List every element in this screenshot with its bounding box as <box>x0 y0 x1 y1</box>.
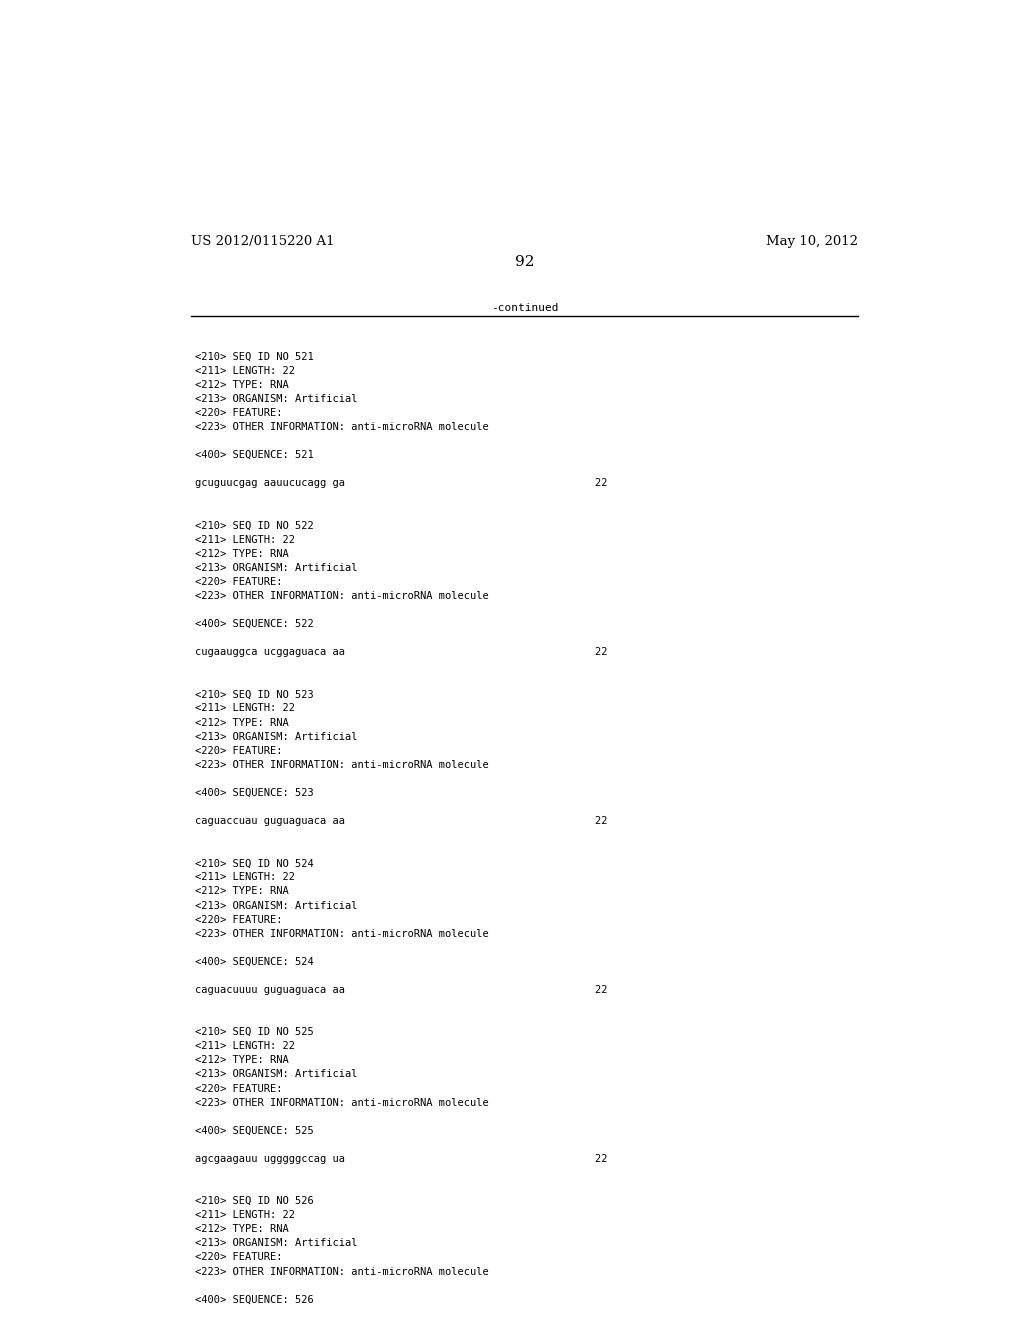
Text: <223> OTHER INFORMATION: anti-microRNA molecule: <223> OTHER INFORMATION: anti-microRNA m… <box>196 591 489 601</box>
Text: <212> TYPE: RNA: <212> TYPE: RNA <box>196 887 289 896</box>
Text: <400> SEQUENCE: 524: <400> SEQUENCE: 524 <box>196 957 314 966</box>
Text: <220> FEATURE:: <220> FEATURE: <box>196 1253 283 1262</box>
Text: <223> OTHER INFORMATION: anti-microRNA molecule: <223> OTHER INFORMATION: anti-microRNA m… <box>196 1098 489 1107</box>
Text: <211> LENGTH: 22: <211> LENGTH: 22 <box>196 704 296 713</box>
Text: <210> SEQ ID NO 526: <210> SEQ ID NO 526 <box>196 1196 314 1206</box>
Text: agcgaagauu ugggggccag ua                                        22: agcgaagauu ugggggccag ua 22 <box>196 1154 608 1164</box>
Text: <400> SEQUENCE: 522: <400> SEQUENCE: 522 <box>196 619 314 630</box>
Text: <223> OTHER INFORMATION: anti-microRNA molecule: <223> OTHER INFORMATION: anti-microRNA m… <box>196 760 489 770</box>
Text: <223> OTHER INFORMATION: anti-microRNA molecule: <223> OTHER INFORMATION: anti-microRNA m… <box>196 1266 489 1276</box>
Text: US 2012/0115220 A1: US 2012/0115220 A1 <box>191 235 335 248</box>
Text: cugaauggca ucggaguaca aa                                        22: cugaauggca ucggaguaca aa 22 <box>196 647 608 657</box>
Text: <212> TYPE: RNA: <212> TYPE: RNA <box>196 1224 289 1234</box>
Text: <223> OTHER INFORMATION: anti-microRNA molecule: <223> OTHER INFORMATION: anti-microRNA m… <box>196 929 489 939</box>
Text: <212> TYPE: RNA: <212> TYPE: RNA <box>196 549 289 558</box>
Text: <211> LENGTH: 22: <211> LENGTH: 22 <box>196 1210 296 1220</box>
Text: <213> ORGANISM: Artificial: <213> ORGANISM: Artificial <box>196 1238 358 1249</box>
Text: gcuguucgag aauucucagg ga                                        22: gcuguucgag aauucucagg ga 22 <box>196 478 608 488</box>
Text: <213> ORGANISM: Artificial: <213> ORGANISM: Artificial <box>196 731 358 742</box>
Text: <210> SEQ ID NO 521: <210> SEQ ID NO 521 <box>196 351 314 362</box>
Text: <223> OTHER INFORMATION: anti-microRNA molecule: <223> OTHER INFORMATION: anti-microRNA m… <box>196 422 489 432</box>
Text: <211> LENGTH: 22: <211> LENGTH: 22 <box>196 1041 296 1051</box>
Text: <400> SEQUENCE: 525: <400> SEQUENCE: 525 <box>196 1126 314 1135</box>
Text: caguaccuau guguaguaca aa                                        22: caguaccuau guguaguaca aa 22 <box>196 816 608 826</box>
Text: <210> SEQ ID NO 522: <210> SEQ ID NO 522 <box>196 520 314 531</box>
Text: <220> FEATURE:: <220> FEATURE: <box>196 408 283 418</box>
Text: <400> SEQUENCE: 523: <400> SEQUENCE: 523 <box>196 788 314 797</box>
Text: <213> ORGANISM: Artificial: <213> ORGANISM: Artificial <box>196 562 358 573</box>
Text: <400> SEQUENCE: 521: <400> SEQUENCE: 521 <box>196 450 314 461</box>
Text: <400> SEQUENCE: 526: <400> SEQUENCE: 526 <box>196 1295 314 1304</box>
Text: -continued: -continued <box>492 302 558 313</box>
Text: 92: 92 <box>515 255 535 269</box>
Text: <212> TYPE: RNA: <212> TYPE: RNA <box>196 718 289 727</box>
Text: <220> FEATURE:: <220> FEATURE: <box>196 1084 283 1093</box>
Text: <220> FEATURE:: <220> FEATURE: <box>196 915 283 924</box>
Text: <212> TYPE: RNA: <212> TYPE: RNA <box>196 380 289 389</box>
Text: <220> FEATURE:: <220> FEATURE: <box>196 746 283 755</box>
Text: <211> LENGTH: 22: <211> LENGTH: 22 <box>196 535 296 545</box>
Text: caguacuuuu guguaguaca aa                                        22: caguacuuuu guguaguaca aa 22 <box>196 985 608 995</box>
Text: <213> ORGANISM: Artificial: <213> ORGANISM: Artificial <box>196 393 358 404</box>
Text: <212> TYPE: RNA: <212> TYPE: RNA <box>196 1056 289 1065</box>
Text: <210> SEQ ID NO 525: <210> SEQ ID NO 525 <box>196 1027 314 1038</box>
Text: <210> SEQ ID NO 524: <210> SEQ ID NO 524 <box>196 858 314 869</box>
Text: <213> ORGANISM: Artificial: <213> ORGANISM: Artificial <box>196 900 358 911</box>
Text: <211> LENGTH: 22: <211> LENGTH: 22 <box>196 366 296 376</box>
Text: <220> FEATURE:: <220> FEATURE: <box>196 577 283 587</box>
Text: <211> LENGTH: 22: <211> LENGTH: 22 <box>196 873 296 882</box>
Text: <210> SEQ ID NO 523: <210> SEQ ID NO 523 <box>196 689 314 700</box>
Text: <213> ORGANISM: Artificial: <213> ORGANISM: Artificial <box>196 1069 358 1080</box>
Text: May 10, 2012: May 10, 2012 <box>766 235 858 248</box>
